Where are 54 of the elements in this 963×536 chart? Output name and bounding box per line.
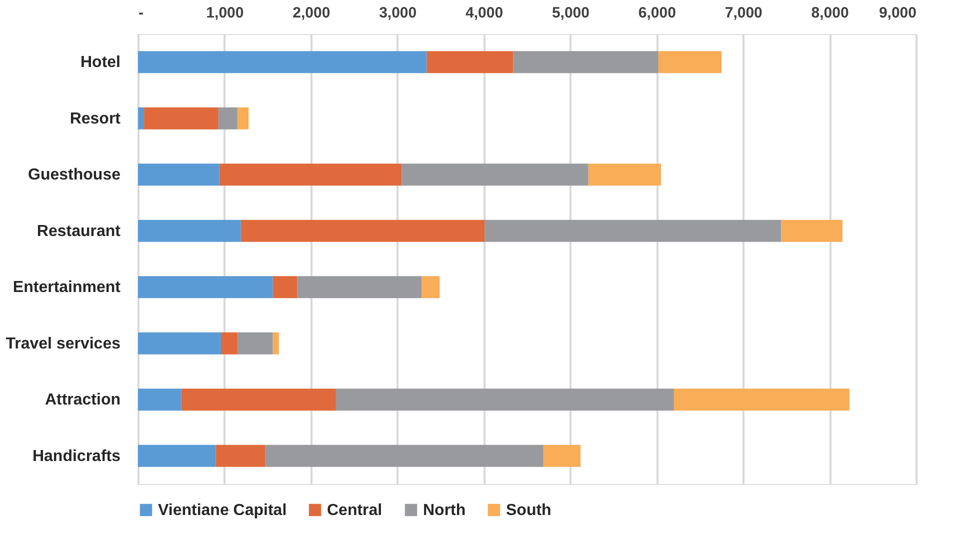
bar — [138, 444, 216, 467]
bar — [218, 107, 238, 130]
y-tick-label: Resort — [70, 110, 122, 128]
bar — [138, 164, 220, 186]
bar — [138, 220, 241, 242]
x-tick-label: 7,000 — [724, 4, 762, 22]
bar — [272, 332, 279, 354]
y-tick-label: Restaurant — [36, 222, 122, 240]
bar — [265, 444, 544, 467]
bar — [484, 220, 782, 242]
bar — [402, 164, 588, 186]
bar — [237, 107, 249, 130]
bar — [219, 164, 402, 186]
x-tick-label: - — [138, 4, 144, 22]
x-tick-label: 8,000 — [811, 4, 849, 22]
bar — [138, 107, 144, 130]
bar — [138, 388, 182, 411]
bar — [781, 220, 843, 242]
x-tick-label: 3,000 — [379, 4, 417, 22]
bar — [138, 51, 427, 74]
bar — [181, 388, 336, 411]
bar — [220, 332, 238, 354]
x-tick-label: 6,000 — [638, 4, 676, 22]
legend-label: Central — [327, 502, 382, 519]
x-tick-label: 2,000 — [292, 4, 330, 22]
bar — [144, 107, 218, 130]
y-tick-label: Attraction — [44, 392, 120, 409]
legend-label: South — [506, 502, 552, 519]
bar — [588, 164, 661, 186]
bar — [297, 276, 422, 298]
legend-label: North — [423, 502, 466, 519]
y-tick-label: Entertainment — [12, 279, 122, 296]
bar — [658, 51, 722, 74]
x-tick-label: 5,000 — [552, 4, 590, 22]
x-tick-label: 1,000 — [206, 4, 244, 22]
bar — [426, 51, 514, 74]
y-tick-label: Guesthouse — [28, 166, 121, 184]
bar — [674, 388, 850, 411]
bar — [513, 51, 658, 74]
x-tick-label: 9,000 — [878, 4, 916, 22]
bar — [237, 332, 273, 354]
x-tick-label: 4,000 — [466, 4, 504, 22]
legend-label: Vientiane Capital — [158, 502, 287, 519]
bar — [336, 388, 674, 411]
bar — [240, 220, 485, 242]
bar — [272, 276, 298, 298]
y-tick-label: Handicrafts — [32, 448, 121, 465]
bar — [543, 444, 581, 467]
bar — [138, 276, 273, 298]
y-tick-label: Travel services — [6, 335, 121, 352]
bar — [422, 276, 440, 298]
bar — [138, 332, 221, 354]
y-tick-label: Hotel — [80, 54, 120, 72]
bar — [216, 444, 266, 467]
